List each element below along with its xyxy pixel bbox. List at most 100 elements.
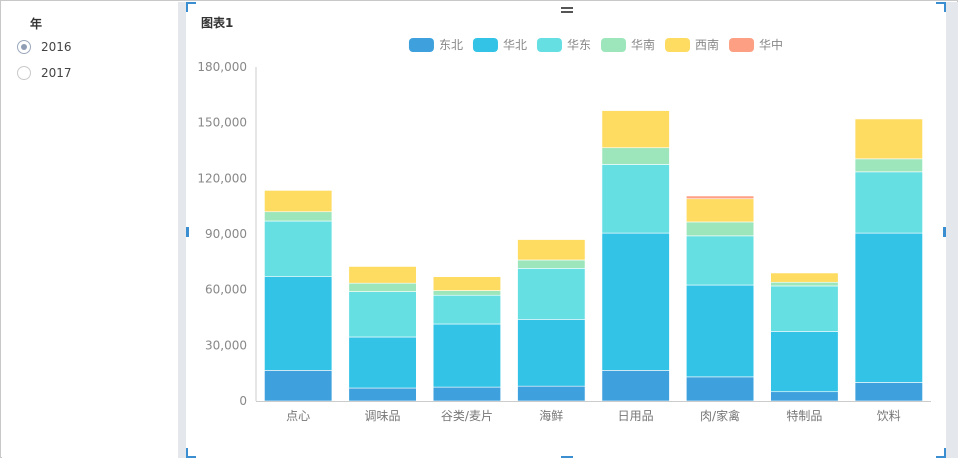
bar-segment[interactable] <box>770 331 839 393</box>
x-tick-label: 特制品 <box>786 408 822 423</box>
bar-segment[interactable] <box>686 195 755 200</box>
radio-option-2017[interactable]: 2017 <box>17 64 72 82</box>
bar-segment[interactable] <box>348 291 417 338</box>
legend-label: 华北 <box>503 38 527 52</box>
resize-handle-bottom-right-v[interactable] <box>944 448 946 458</box>
legend-swatch[interactable] <box>408 38 434 52</box>
bar-segment[interactable] <box>686 235 755 286</box>
bar-segment[interactable] <box>432 323 501 388</box>
legend-swatch[interactable] <box>472 38 498 52</box>
chart-card[interactable]: 图表1 东北 华北 华东 华南 西南 华中 0 30,000 60,000 90,000 120,… <box>186 2 946 458</box>
bar-segment[interactable] <box>264 276 333 371</box>
bar-segment[interactable] <box>432 290 501 296</box>
legend-swatch[interactable] <box>665 38 691 52</box>
stacked-bar-chart: 东北 华北 华东 华南 西南 华中 0 30,000 60,000 90,000 120,000 1… <box>197 37 931 423</box>
bar-segment[interactable] <box>854 232 923 383</box>
legend-label: 东北 <box>439 38 463 52</box>
x-tick-label: 调味品 <box>365 409 401 423</box>
x-tick-label: 肉/家禽 <box>700 408 740 423</box>
resize-handle-bottom-left[interactable] <box>186 456 196 458</box>
bar-segment[interactable] <box>601 147 670 165</box>
bar-segment[interactable] <box>432 386 501 402</box>
right-gutter <box>946 2 958 458</box>
radio-label-2016: 2016 <box>41 40 72 54</box>
y-tick-label: 60,000 <box>205 283 247 297</box>
legend-item[interactable]: 西南 <box>665 37 719 52</box>
x-tick-label: 日用品 <box>618 409 654 423</box>
bar-segment[interactable] <box>517 319 586 387</box>
bar-segment[interactable] <box>601 370 670 402</box>
bar-segment[interactable] <box>854 118 923 160</box>
y-tick-label: 90,000 <box>205 227 247 241</box>
bar-segment[interactable] <box>264 211 333 222</box>
bar-segment[interactable] <box>854 171 923 234</box>
legend-item[interactable]: 华南 <box>601 37 655 52</box>
bar-segment[interactable] <box>601 110 670 149</box>
drag-grip-icon[interactable] <box>561 7 573 14</box>
x-axis: 点心 调味品 谷类/麦片 海鲜 日用品 肉/家禽 特制品 饮料 <box>256 401 931 423</box>
bar-segment[interactable] <box>686 221 755 237</box>
x-tick-label: 谷类/麦片 <box>441 409 493 423</box>
radio-label-2017: 2017 <box>41 66 72 80</box>
legend-item[interactable]: 东北 <box>408 38 463 52</box>
bar-segment[interactable] <box>348 266 417 284</box>
bar-segment[interactable] <box>432 294 501 325</box>
bar-segment[interactable] <box>264 370 333 402</box>
resize-handle-top-right-v[interactable] <box>944 2 946 12</box>
bar-segment[interactable] <box>686 198 755 223</box>
chart-title: 图表1 <box>201 16 234 30</box>
chart-legend: 东北 华北 华东 华南 西南 华中 <box>408 37 783 52</box>
resize-handle-bottom-left-v[interactable] <box>186 448 188 458</box>
legend-swatch[interactable] <box>601 38 626 52</box>
legend-item[interactable]: 华中 <box>729 37 783 52</box>
bar-segment[interactable] <box>348 336 417 389</box>
legend-swatch[interactable] <box>536 38 562 52</box>
legend-swatch[interactable] <box>729 38 755 52</box>
bar-segment[interactable] <box>517 239 586 261</box>
y-axis: 0 30,000 60,000 90,000 120,000 150,000 180,000 <box>197 60 257 408</box>
panel-splitter[interactable] <box>178 2 186 458</box>
bar-segment[interactable] <box>854 382 923 402</box>
bar-stacks <box>264 110 923 402</box>
bar-segment[interactable] <box>686 376 755 402</box>
bar-segment[interactable] <box>770 272 839 283</box>
legend-item[interactable]: 华东 <box>536 38 591 52</box>
resize-handle-right[interactable] <box>943 227 946 237</box>
bar-segment[interactable] <box>348 387 417 402</box>
filter-title: 年 <box>30 17 43 31</box>
resize-handle-left[interactable] <box>186 227 189 237</box>
bar-segment[interactable] <box>770 285 839 332</box>
legend-label: 华中 <box>759 37 783 52</box>
resize-handle-bottom-right[interactable] <box>936 456 946 458</box>
radio-checked-icon[interactable] <box>17 40 31 54</box>
y-tick-label: 30,000 <box>205 338 247 352</box>
bar-segment[interactable] <box>770 281 839 287</box>
legend-item[interactable]: 华北 <box>472 38 527 52</box>
bar-segment[interactable] <box>686 284 755 378</box>
bar-segment[interactable] <box>517 268 586 320</box>
y-tick-label: 0 <box>239 394 247 408</box>
resize-handle-top-left[interactable] <box>186 2 196 4</box>
legend-label: 西南 <box>695 37 719 52</box>
bar-segment[interactable] <box>517 385 586 402</box>
year-filter-panel: 年 2016 2017 <box>2 2 178 458</box>
legend-label: 华东 <box>567 38 591 52</box>
radio-unchecked-icon[interactable] <box>17 66 31 80</box>
bar-segment[interactable] <box>601 232 670 371</box>
radio-option-2016[interactable]: 2016 <box>17 38 72 56</box>
resize-handle-bottom[interactable] <box>561 456 573 458</box>
bar-segment[interactable] <box>854 158 923 173</box>
bar-segment[interactable] <box>770 391 839 402</box>
bar-segment[interactable] <box>348 282 417 292</box>
y-tick-label: 150,000 <box>197 116 247 130</box>
resize-handle-top-right[interactable] <box>936 2 946 4</box>
bar-segment[interactable] <box>601 164 670 234</box>
bar-segment[interactable] <box>517 259 586 269</box>
bar-segment[interactable] <box>432 276 501 291</box>
legend-label: 华南 <box>631 37 655 52</box>
bar-segment[interactable] <box>264 190 333 213</box>
y-tick-label: 180,000 <box>197 60 247 74</box>
resize-handle-top-left-v[interactable] <box>186 2 188 12</box>
bar-segment[interactable] <box>264 220 333 277</box>
